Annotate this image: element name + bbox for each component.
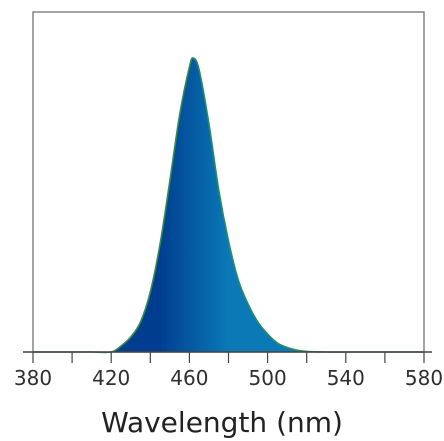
- x-tick-label-580: 580: [405, 366, 443, 390]
- x-tick-label-460: 460: [170, 366, 208, 390]
- spectrum-line: [32, 57, 424, 354]
- x-axis-title: Wavelength (nm): [101, 406, 343, 439]
- x-tick-label-420: 420: [92, 366, 130, 390]
- x-tick-label-380: 380: [14, 366, 52, 390]
- x-tick-label-500: 500: [249, 366, 287, 390]
- x-tick-label-540: 540: [327, 366, 365, 390]
- spectrum-area: [33, 57, 424, 353]
